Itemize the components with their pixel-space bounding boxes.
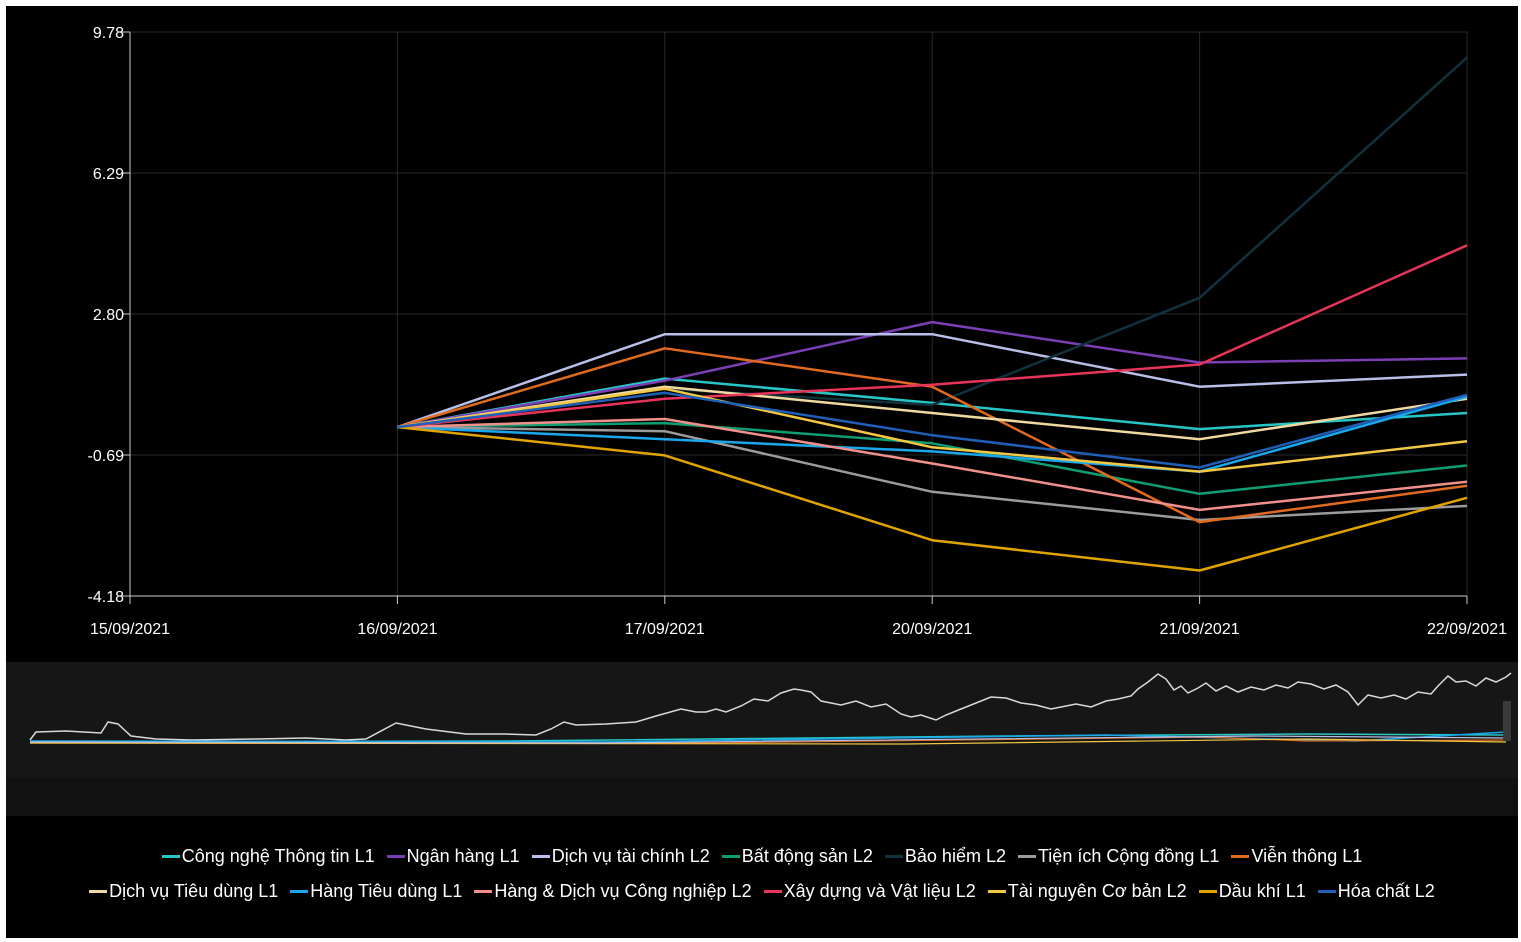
legend-item[interactable]: Tiện ích Cộng đồng L1 [1017, 846, 1220, 867]
series-layer [396, 56, 1468, 572]
y-tick-label: 2.80 [93, 307, 124, 324]
legend-item[interactable]: Hóa chất L2 [1317, 881, 1435, 902]
navigator-baseline-line [29, 731, 1507, 743]
legend-label: Xây dựng và Vật liệu L2 [783, 881, 976, 901]
legend-swatch [1198, 890, 1217, 893]
legend-label: Tài nguyên Cơ bản L2 [1007, 881, 1187, 901]
x-tick-label: 15/09/2021 [90, 621, 170, 638]
legend-item[interactable]: Xây dựng và Vật liệu L2 [763, 881, 976, 902]
navigator-overview-line [29, 672, 1512, 741]
y-tick-label: -4.18 [88, 589, 125, 606]
legend-swatch [763, 890, 782, 893]
legend-item[interactable]: Ngân hàng L1 [386, 846, 520, 867]
legend-item[interactable]: Hàng & Dịch vụ Công nghiệp L2 [474, 881, 752, 902]
legend-label: Viễn thông L1 [1251, 846, 1363, 866]
legend-label: Bảo hiểm L2 [904, 846, 1006, 866]
legend-label: Hóa chất L2 [1337, 881, 1435, 901]
axis-layer: 15/09/2021 16/09/2021 17/09/2021 20/09/2021… [88, 25, 1508, 638]
series-line[interactable] [397, 347, 1468, 524]
legend-item[interactable]: Bảo hiểm L2 [884, 846, 1006, 867]
navigator-baseline-line [29, 738, 1507, 745]
x-tick-label: 21/09/2021 [1160, 621, 1240, 638]
legend-label: Bất động sản L2 [741, 846, 873, 866]
chart-frame: 15/09/2021 16/09/2021 17/09/2021 20/09/2021… [6, 6, 1518, 938]
legend-swatch [884, 855, 903, 858]
legend-item[interactable]: Dịch vụ Tiêu dùng L1 [89, 881, 278, 902]
legend-label: Dịch vụ tài chính L2 [551, 846, 710, 866]
x-tick-label: 16/09/2021 [357, 621, 437, 638]
series-line[interactable] [397, 320, 1468, 429]
legend-item[interactable]: Dịch vụ tài chính L2 [531, 846, 710, 867]
legend-swatch [290, 890, 309, 893]
x-tick-label: 17/09/2021 [625, 621, 705, 638]
legend-label: Tiện ích Cộng đồng L1 [1037, 846, 1220, 866]
series-line[interactable] [397, 377, 1468, 431]
legend-swatch [1317, 890, 1336, 893]
legend-item[interactable]: Hàng Tiêu dùng L1 [290, 881, 462, 902]
legend-swatch [721, 855, 740, 858]
series-line[interactable] [397, 395, 1468, 473]
series-line[interactable] [397, 417, 1468, 512]
series-line[interactable] [397, 421, 1468, 496]
series-line[interactable] [397, 385, 1468, 441]
legend-item[interactable]: Tài nguyên Cơ bản L2 [987, 881, 1187, 902]
series-line[interactable] [397, 391, 1468, 469]
legend-label: Dầu khí L1 [1218, 881, 1306, 901]
legend-label: Công nghệ Thông tin L1 [181, 846, 375, 866]
navigator-handle-right[interactable] [1503, 701, 1511, 741]
legend-swatch [1017, 855, 1036, 858]
y-tick-label: -0.69 [88, 448, 125, 465]
legend-label: Hàng Tiêu dùng L1 [310, 881, 463, 901]
legend-item[interactable]: Dầu khí L1 [1198, 881, 1306, 902]
grid-layer [129, 31, 1468, 597]
y-tick-label: 9.78 [93, 25, 124, 42]
legend-label: Dịch vụ Tiêu dùng L1 [109, 881, 279, 901]
legend-swatch [89, 890, 108, 893]
navigator-baseline-line [29, 735, 1507, 744]
legend-swatch [1231, 855, 1250, 858]
legend-swatch [531, 855, 550, 858]
legend-swatch [386, 855, 405, 858]
series-line[interactable] [397, 425, 1468, 522]
x-tick-label: 20/09/2021 [892, 621, 972, 638]
legend-swatch [987, 890, 1006, 893]
x-tick-label: 22/09/2021 [1427, 621, 1507, 638]
series-line[interactable] [397, 425, 1468, 572]
series-line[interactable] [396, 332, 1468, 429]
legend-swatch [161, 855, 180, 858]
legend-item[interactable]: Công nghệ Thông tin L1 [161, 846, 375, 867]
navigator-baseline-group [29, 731, 1507, 745]
chart-svg: 15/09/2021 16/09/2021 17/09/2021 20/09/2021… [6, 25, 1518, 816]
legend-label: Ngân hàng L1 [406, 846, 520, 866]
y-tick-label: 6.29 [93, 166, 124, 183]
legend: Công nghệ Thông tin L1 Ngân hàng L1 Dịch v… [66, 846, 1458, 902]
legend-item[interactable]: Viễn thông L1 [1231, 846, 1362, 867]
legend-label: Hàng & Dịch vụ Công nghiệp L2 [494, 881, 752, 901]
legend-swatch [474, 890, 493, 893]
series-line[interactable] [397, 244, 1468, 429]
series-line[interactable] [397, 387, 1468, 473]
legend-item[interactable]: Bất động sản L2 [721, 846, 873, 867]
navigator-lower-band [6, 778, 1518, 816]
